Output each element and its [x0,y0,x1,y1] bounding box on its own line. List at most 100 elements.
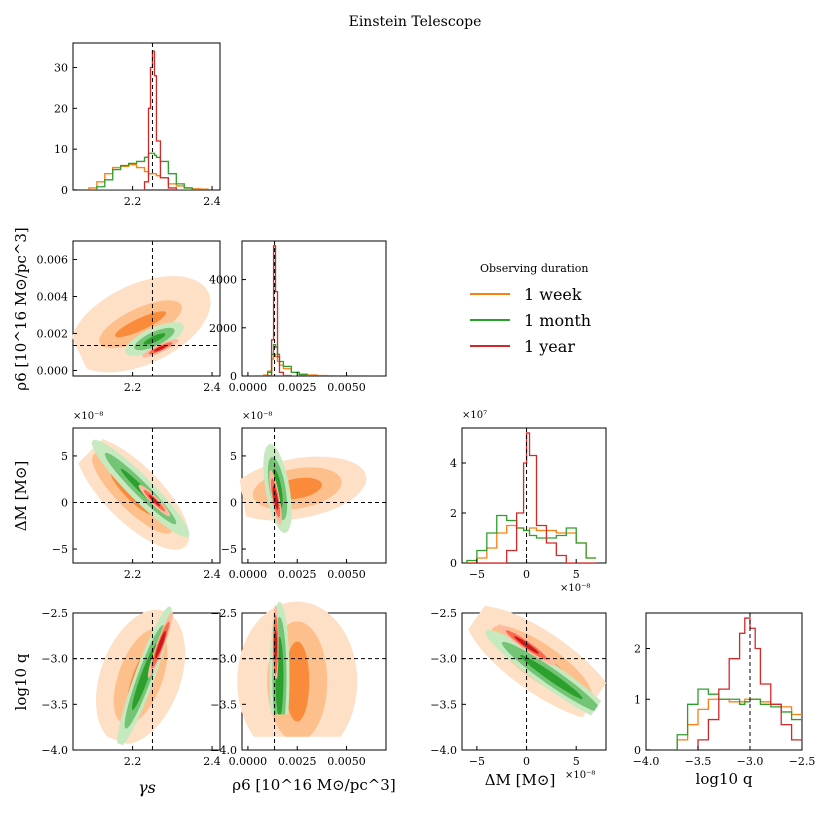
x-tick-label: 0 [523,568,530,581]
y-tick-label: 0 [61,184,68,197]
x-tick-label: −3.0 [737,755,764,768]
y-tick-label: −3.0 [41,653,68,666]
hist-line-month [73,152,217,190]
xlabel-dM: ΔM [M⊙] [485,771,556,789]
legend-label-week: 1 week [524,284,582,304]
x-tick-label: −4.0 [633,755,660,768]
y-tick-label: 5 [230,450,237,463]
panel-dM-logq: −5 0 5 −4.0 −3.5 −3.0 −2.5 [430,606,618,768]
x-tick-label: 2.2 [124,195,142,208]
contour-year [154,630,166,660]
x-tick-label: 0.0000 [229,755,268,768]
legend-entry-year: 1 year [470,333,630,359]
offset-label: ×10⁻⁸ [242,411,272,422]
legend: Observing duration 1 week 1 month 1 year [470,262,630,359]
y-tick-label: 10 [54,143,68,156]
x-tick-label: 0.0050 [327,568,366,581]
hist-line-month [646,688,802,750]
x-tick-label: 0.0025 [278,755,317,768]
x-tick-label: 2.2 [124,381,142,394]
y-tick-label: −2.5 [41,607,68,620]
panel-rho6-logq: 0.0000 0.0025 0.0050 −4.0 −3.5 −3.0 −2.5 [210,601,387,768]
y-tick-label: −2.5 [210,607,237,620]
hist-dM-frame [461,427,607,564]
contour-month [143,333,166,345]
contour-month [131,644,158,710]
contour-week [115,311,167,338]
hist-gamma_s: 0 10 20 30 2.2 2.4 [54,42,221,208]
xlabel-rho6: ρ6 [10^16 M⊙/pc^3] [232,776,395,794]
y-tick-label: −4.0 [210,744,237,757]
legend-title: Observing duration [480,262,589,275]
y-tick-label: 0.004 [37,290,69,303]
x-tick-label: 2.4 [203,755,221,768]
y-tick-label: −2.5 [430,607,457,620]
y-tick-label: −3.0 [430,653,457,666]
y-tick-label: 2 [634,643,641,656]
hist-line-year [466,432,597,563]
x-tick-label: 2.2 [124,568,142,581]
hist-rho6-frame [241,240,387,377]
xlabel-gamma-s: γs [138,778,156,797]
y-tick-label: 2 [450,507,457,520]
x-tick-label: 5 [573,755,580,768]
hist-gamma_s-frame [72,42,221,191]
x-tick-label: −5 [469,755,485,768]
y-tick-label: 0 [230,496,237,509]
x-tick-label: −2.5 [789,755,816,768]
offset-label: ×10⁻⁸ [565,770,595,781]
panel-gamma_s-logq: 2.2 2.4 −4.0 −3.5 −3.0 −2.5 [41,606,221,768]
offset-label: ×10⁻⁸ [560,583,590,594]
y-tick-label: −4.0 [41,744,68,757]
y-tick-label: 5 [61,450,68,463]
panel-dM-logq-frame [461,612,607,751]
x-tick-label: 0.0000 [229,568,268,581]
diag-offset-label: ×10⁷ [462,410,487,421]
y-tick-label: 2000 [209,322,237,335]
x-tick-label: 0.0025 [278,568,317,581]
x-tick-label: 0.0050 [327,381,366,394]
x-tick-label: −5 [469,568,485,581]
panel-rho6-dM-frame [241,427,387,564]
legend-entry-month: 1 month [470,307,630,333]
y-tick-label: −3.5 [430,698,457,711]
y-tick-label: 0 [450,557,457,570]
panel-rho6-dM: 0.0000 0.0025 0.0050 −5 0 5 [221,427,387,581]
x-tick-label: 0.0050 [327,755,366,768]
hist-line-year [247,245,377,376]
contour-month [520,654,583,699]
legend-swatch-year [470,345,510,347]
hist-line-year [646,617,802,750]
offset-label: ×10⁻⁸ [73,411,103,422]
contour-week [285,641,310,722]
xlabel-logq: log10 q [696,770,753,788]
y-tick-label: 0.000 [37,364,69,377]
legend-label-year: 1 year [524,336,575,356]
y-tick-label: −4.0 [430,744,457,757]
y-tick-label: 4 [450,457,457,470]
contour-year [154,345,167,352]
contour-year [148,494,161,507]
y-tick-label: 0 [61,496,68,509]
y-tick-label: −3.0 [210,653,237,666]
y-tick-label: 0 [230,370,237,383]
x-tick-label: 2.4 [203,568,221,581]
y-tick-label: −3.5 [210,698,237,711]
x-tick-label: 0 [523,755,530,768]
hist-dM: 0 2 4 −5 0 5 [450,427,607,581]
y-tick-label: −5 [221,543,237,556]
legend-label-month: 1 month [524,310,592,330]
x-tick-label: 2.4 [203,381,221,394]
x-tick-label: 5 [573,568,580,581]
panel-gamma_s-rho6-frame [72,240,221,377]
legend-swatch-week [470,293,510,295]
panel-gamma_s-rho6: 2.2 2.4 0.000 0.002 0.004 0.006 [37,240,221,394]
hist-line-month [466,514,597,563]
y-tick-label: −3.5 [41,698,68,711]
y-tick-label: 0 [634,744,641,757]
x-tick-label: 2.4 [203,195,221,208]
y-tick-label: 1 [634,693,641,706]
panel-gamma_s-dM-frame [72,427,221,564]
figure-title: Einstein Telescope [348,14,482,30]
